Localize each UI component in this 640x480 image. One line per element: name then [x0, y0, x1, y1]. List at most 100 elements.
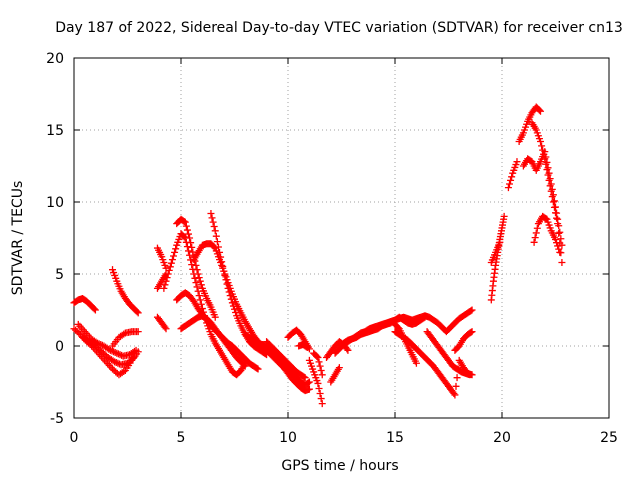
data-point — [191, 274, 199, 282]
data-point — [504, 184, 512, 192]
data-point — [344, 346, 352, 354]
series-cc — [451, 328, 476, 354]
series-d — [79, 333, 138, 369]
data-point — [537, 107, 545, 115]
data-point — [547, 187, 555, 195]
x-tick-label: 10 — [279, 430, 297, 446]
series-ii — [528, 119, 566, 266]
data-point — [111, 348, 119, 356]
x-tick-label: 20 — [493, 430, 511, 446]
data-point — [183, 243, 191, 251]
data-point — [134, 309, 142, 317]
data-point — [195, 292, 203, 300]
data-point — [133, 308, 141, 316]
data-point — [209, 218, 217, 226]
data-point — [229, 302, 237, 310]
grid-lines — [74, 58, 609, 418]
data-point — [553, 214, 561, 222]
data-point — [120, 330, 128, 338]
data-point — [228, 299, 236, 307]
data-point — [262, 350, 270, 358]
series-o — [177, 312, 249, 370]
data-point — [232, 309, 240, 317]
data-point — [163, 274, 171, 282]
data-point — [538, 142, 546, 150]
data-point — [530, 238, 538, 246]
data-point — [193, 283, 201, 291]
x-axis-label: GPS time / hours — [281, 458, 398, 474]
chart-title: Day 187 of 2022, Sidereal Day-to-day VTE… — [55, 20, 623, 36]
data-point — [555, 229, 563, 237]
series-g — [153, 244, 170, 272]
series-ff — [504, 158, 521, 192]
data-point — [303, 343, 311, 351]
series-bb — [423, 328, 474, 379]
data-point — [544, 171, 552, 179]
data-point — [304, 379, 312, 387]
data-point — [542, 160, 550, 168]
data-point — [114, 350, 122, 358]
data-point — [313, 352, 321, 360]
data-point — [182, 222, 190, 230]
data-point — [240, 361, 248, 369]
series-aa — [391, 320, 420, 367]
data-point — [316, 390, 324, 398]
data-point — [450, 390, 458, 398]
data-point — [213, 238, 221, 246]
data-point — [134, 328, 142, 336]
data-point — [557, 235, 565, 243]
data-point — [552, 209, 559, 217]
data-point — [210, 222, 218, 230]
data-point — [188, 261, 196, 269]
data-point — [221, 271, 229, 279]
data-point — [541, 155, 549, 163]
data-point — [263, 351, 271, 359]
data-point — [302, 343, 310, 351]
series-v — [327, 364, 343, 386]
data-point — [161, 281, 169, 289]
series-u — [310, 349, 326, 379]
data-point — [535, 106, 543, 114]
data-point — [116, 351, 124, 359]
data-point — [184, 247, 192, 255]
data-point — [162, 277, 170, 285]
data-point — [305, 378, 313, 386]
data-point — [186, 234, 194, 242]
data-point — [546, 182, 554, 190]
data-point — [505, 180, 513, 188]
data-point — [554, 242, 562, 250]
series-f — [109, 328, 142, 350]
data-point — [90, 305, 98, 313]
data-point — [227, 295, 235, 303]
data-point — [335, 364, 343, 372]
y-tick-label: 0 — [55, 339, 64, 355]
data-points — [70, 103, 566, 408]
data-point — [130, 354, 138, 362]
data-point — [130, 347, 138, 355]
series-jj — [530, 212, 564, 256]
series-q — [263, 338, 309, 382]
x-tick-label: 0 — [70, 430, 79, 446]
series-gg — [515, 103, 545, 146]
data-point — [300, 373, 308, 381]
data-point — [412, 359, 420, 367]
data-point — [106, 346, 114, 354]
data-point — [467, 328, 475, 336]
data-point — [466, 371, 474, 379]
data-point — [212, 232, 220, 240]
data-point — [197, 281, 205, 289]
data-point — [224, 284, 232, 292]
data-point — [550, 203, 558, 211]
data-point — [315, 384, 323, 392]
x-axis: 0 5 10 15 20 25 — [70, 58, 618, 446]
data-point — [343, 345, 351, 353]
data-point — [305, 385, 313, 393]
data-point — [161, 323, 169, 331]
data-point — [558, 258, 566, 266]
data-point — [552, 235, 559, 243]
y-tick-label: 5 — [55, 267, 64, 283]
data-point — [128, 355, 136, 363]
data-point — [170, 252, 178, 260]
data-point — [219, 262, 227, 270]
data-point — [120, 368, 128, 376]
